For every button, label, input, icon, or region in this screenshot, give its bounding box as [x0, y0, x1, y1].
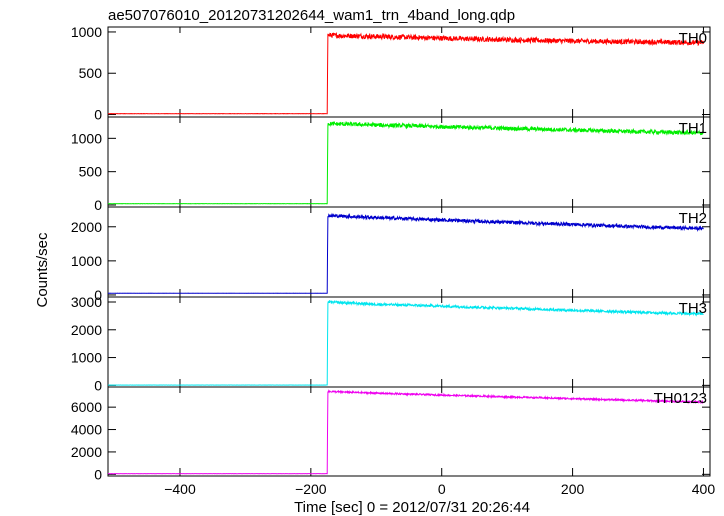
y-tick-label: 0 [94, 466, 102, 482]
panel-th0123: 0 2000 4000 6000 TH0123 −400 −200 0 200 400 [71, 386, 716, 497]
series-line-th1 [108, 121, 704, 205]
panel-frame [107, 296, 711, 388]
panel-th0: 0 500 1000 TH0 [71, 24, 711, 123]
y-tick-label: 0 [94, 197, 102, 213]
y-tick-label: 4000 [71, 422, 102, 438]
series-label: TH2 [679, 210, 707, 227]
panel-th3: 0 1000 2000 3000 TH3 [71, 294, 711, 393]
y-tick-label: 1000 [71, 24, 102, 40]
series-label: TH1 [679, 120, 707, 137]
series-line-th0123 [107, 389, 704, 475]
x-tick-label: 200 [561, 481, 585, 497]
x-tick-label: 400 [692, 481, 716, 497]
y-tick-label: 500 [79, 164, 103, 180]
series-line-th3 [107, 299, 704, 386]
series-label: TH0 [679, 30, 707, 47]
series-line-th0 [108, 31, 704, 115]
y-tick-label: 500 [79, 65, 103, 81]
y-tick-label: 0 [94, 107, 102, 123]
series-line-th2 [107, 212, 704, 294]
y-axis-label: Counts/sec [34, 232, 51, 308]
x-tick-label: −200 [295, 481, 327, 497]
panel-th2: 0 1000 2000 TH2 [71, 206, 711, 303]
y-tick-label: 0 [94, 287, 102, 303]
y-tick-label: 6000 [71, 399, 102, 415]
y-tick-label: 1000 [71, 350, 102, 366]
y-tick-label: 2000 [71, 219, 102, 235]
panel-frame [107, 206, 711, 298]
series-label: TH0123 [654, 390, 707, 407]
y-tick-label: 1000 [71, 253, 102, 269]
y-tick-label: 3000 [71, 294, 102, 310]
x-tick-label: 0 [438, 481, 446, 497]
series-label: TH3 [679, 300, 707, 317]
panel-th1: 0 500 1000 TH1 [71, 116, 711, 213]
chart-title: ae507076010_20120731202644_wam1_trn_4ban… [108, 7, 515, 24]
y-tick-label: 1000 [71, 130, 102, 146]
y-tick-label: 2000 [71, 322, 102, 338]
y-tick-label: 0 [94, 377, 102, 393]
y-tick-label: 2000 [71, 444, 102, 460]
panel-frame [107, 386, 711, 477]
x-axis-label: Time [sec] 0 = 2012/07/31 20:26:44 [294, 499, 530, 516]
x-tick-label: −400 [164, 481, 196, 497]
